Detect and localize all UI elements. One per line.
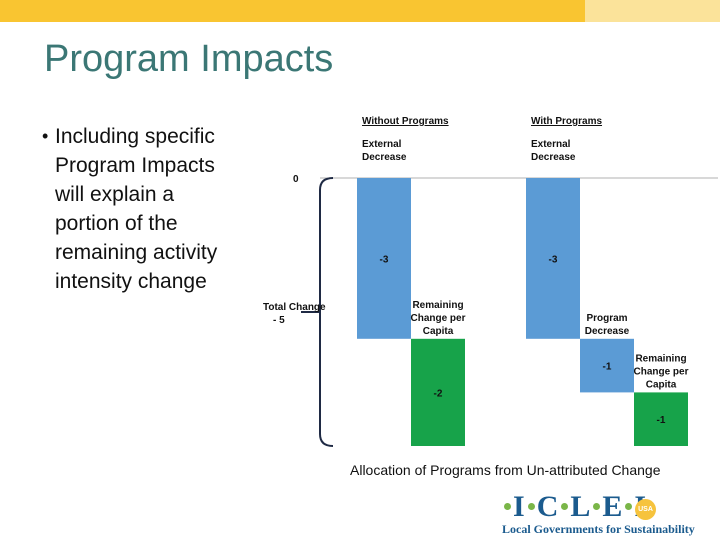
- bar-value-label-0-0: -3: [380, 254, 389, 265]
- slide-title: Program Impacts: [44, 38, 334, 80]
- bar-1-1: [580, 338, 634, 393]
- bullet-point: • Including specific Program Impacts wil…: [42, 122, 242, 296]
- bar-label-1-2-1: Change per: [633, 366, 688, 377]
- bar-value-label-1-0: -3: [549, 254, 558, 265]
- zero-tick-label: 0: [293, 174, 299, 185]
- top-accent-bar: [0, 0, 585, 22]
- bar-label-0-1-2: Capita: [423, 326, 454, 337]
- bar-label-0-1-0: Remaining: [412, 300, 463, 311]
- bullet-text: Including specific Program Impacts will …: [55, 125, 218, 293]
- bar-0-1: [411, 338, 465, 446]
- bar-label-0-0-0: External: [362, 139, 402, 150]
- logo-usa-badge: USA: [635, 499, 656, 520]
- chart-caption: Allocation of Programs from Un-attribute…: [350, 462, 661, 478]
- bar-label-1-2-0: Remaining: [635, 353, 686, 364]
- iclei-logo: ICLEI USA Local Governments for Sustaina…: [500, 490, 715, 536]
- bar-label-0-0-1: Decrease: [362, 152, 407, 163]
- top-accent-bar-light: [585, 0, 720, 22]
- bar-value-label-1-2: -1: [657, 415, 666, 426]
- total-change-label: Total Change: [263, 302, 326, 313]
- bar-label-1-0-1: Decrease: [531, 152, 576, 163]
- bar-0-0: [357, 178, 411, 339]
- bullet-icon: •: [42, 126, 49, 146]
- waterfall-chart: 0 Total Change - 5 Without Programs -3 Extern…: [263, 116, 718, 447]
- bar-label-1-1-0: Program: [586, 313, 627, 324]
- bar-value-label-0-1: -2: [434, 388, 443, 399]
- bar-label-1-1-1: Decrease: [585, 326, 630, 337]
- bar-label-1-0-0: External: [531, 139, 571, 150]
- bar-label-0-1-1: Change per: [410, 313, 465, 324]
- logo-tagline: Local Governments for Sustainability: [502, 522, 695, 536]
- bar-label-1-2-2: Capita: [646, 379, 677, 390]
- bar-value-label-1-1: -1: [603, 362, 612, 373]
- logo-name: ICLEI: [502, 490, 647, 524]
- total-change-value-label: - 5: [273, 315, 285, 326]
- bar-1-2: [634, 392, 688, 446]
- panel-title-0: Without Programs: [362, 116, 449, 127]
- panel-title-1: With Programs: [531, 116, 602, 127]
- bar-1-0: [526, 178, 580, 339]
